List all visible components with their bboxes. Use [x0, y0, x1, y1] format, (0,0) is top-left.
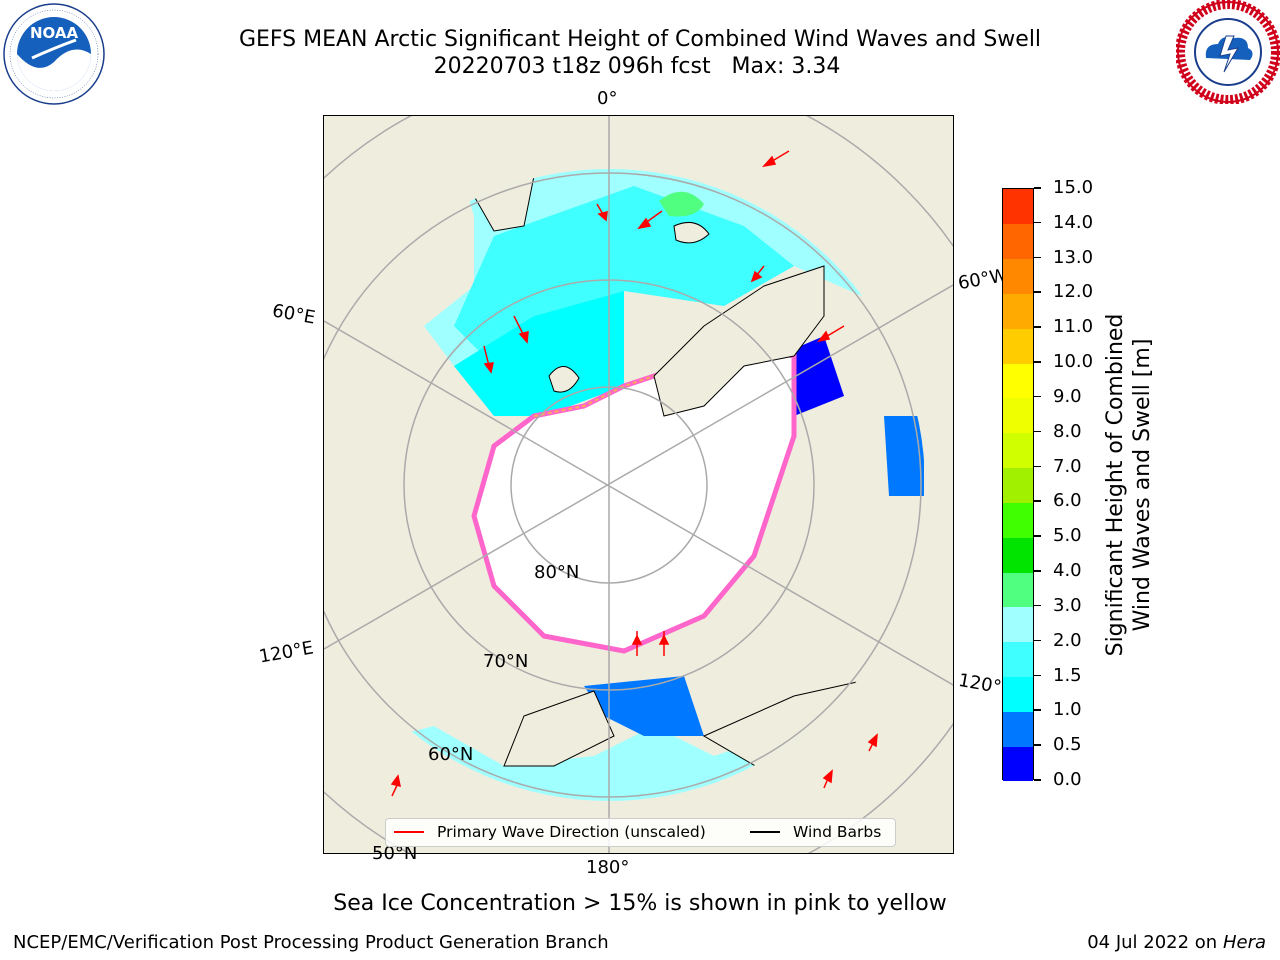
- polar-map: [323, 115, 954, 854]
- label-lon-60e: 60°E: [270, 300, 317, 329]
- colorbar-tick-mark: [1034, 465, 1041, 468]
- colorbar-segment: [1003, 641, 1033, 678]
- colorbar: [1002, 188, 1034, 782]
- colorbar-segment: [1003, 711, 1033, 747]
- colorbar-tick-mark: [1034, 674, 1041, 677]
- colorbar-tick-label: 8.0: [1053, 420, 1082, 442]
- map-legend: Primary Wave Direction (unscaled) Wind B…: [385, 818, 896, 847]
- colorbar-tick-label: 12.0: [1053, 281, 1094, 303]
- colorbar-tick-mark: [1034, 535, 1041, 537]
- colorbar-tick-mark: [1034, 709, 1041, 711]
- land-greenland: [653, 265, 825, 417]
- footer-date: 04 Jul 2022 on Hera: [1087, 932, 1266, 954]
- colorbar-tick-label: 0.5: [1053, 734, 1082, 756]
- nws-logo: [1175, 0, 1280, 105]
- noaa-logo: NOAA: [2, 2, 106, 106]
- label-lat-70: 70°N: [483, 651, 529, 672]
- legend-primary-wave-label: Primary Wave Direction (unscaled): [437, 823, 706, 841]
- colorbar-segment: [1003, 676, 1033, 712]
- colorbar-tick-mark: [1034, 570, 1041, 572]
- colorbar-tick-mark: [1034, 326, 1041, 328]
- colorbar-tick-mark: [1034, 604, 1041, 607]
- colorbar-tick-label: 2.0: [1053, 629, 1082, 651]
- wave-region-barents: [454, 291, 624, 416]
- chart-title: GEFS MEAN Arctic Significant Height of C…: [238, 27, 1042, 52]
- colorbar-tick-label: 7.0: [1053, 455, 1082, 477]
- colorbar-segment: [1003, 223, 1033, 260]
- wave-region-bering: [584, 676, 704, 736]
- footer-date-text: 04 Jul 2022 on: [1087, 932, 1223, 953]
- label-lat-60: 60°N: [428, 744, 474, 765]
- colorbar-tick-mark: [1034, 395, 1041, 398]
- colorbar-segment: [1003, 537, 1033, 573]
- colorbar-tick-label: 14.0: [1053, 211, 1094, 233]
- graticule: [324, 116, 953, 853]
- colorbar-segment: [1003, 502, 1033, 538]
- colorbar-tick-label: 15.0: [1053, 177, 1094, 198]
- colorbar-tick-label: 4.0: [1053, 560, 1082, 582]
- label-lat-80: 80°N: [534, 562, 580, 583]
- legend-wind-barbs-swatch: [750, 831, 780, 833]
- footer-machine: Hera: [1222, 932, 1266, 953]
- colorbar-tick-label: 1.0: [1053, 699, 1082, 721]
- polar-map-canvas: [324, 116, 953, 853]
- colorbar-segment: [1003, 189, 1033, 225]
- colorbar-tick-label: 9.0: [1053, 385, 1082, 407]
- colorbar-tick-mark: [1034, 500, 1041, 502]
- colorbar-tick-label: 5.0: [1053, 525, 1082, 547]
- colorbar-segment: [1003, 258, 1033, 294]
- colorbar-tick-label: 13.0: [1053, 246, 1094, 268]
- land-svalbard: [548, 366, 580, 393]
- colorbar-segment: [1003, 746, 1033, 782]
- wave-region-norwegian: [454, 186, 794, 356]
- colorbar-tick-label: 10.0: [1053, 351, 1094, 373]
- legend-wind-barbs-label: Wind Barbs: [793, 823, 882, 841]
- colorbar-tick-mark: [1034, 361, 1041, 363]
- colorbar-tick-mark: [1034, 187, 1041, 189]
- colorbar-label-line2: Wind Waves and Swell [m]: [1130, 338, 1155, 632]
- wave-region-green-patch: [659, 191, 704, 217]
- colorbar-tick-label: 6.0: [1053, 490, 1082, 512]
- land-chukotka: [503, 690, 615, 767]
- colorbar-segment: [1003, 363, 1033, 399]
- colorbar-tick-mark: [1034, 221, 1041, 224]
- colorbar-tick-mark: [1034, 430, 1041, 433]
- colorbar-tick-mark: [1034, 256, 1041, 259]
- label-lon-180: 180°: [586, 857, 630, 878]
- colorbar-segment: [1003, 328, 1033, 364]
- colorbar-segment: [1003, 293, 1033, 329]
- wave-region-baffin: [754, 336, 844, 416]
- sea-ice-pack: [471, 343, 797, 654]
- chart-subtitle: 20220703 t18z 096h fcst Max: 3.34: [433, 54, 841, 79]
- label-lon-0: 0°: [597, 88, 618, 109]
- land-iceland: [673, 221, 710, 244]
- label-lon-120e: 120°E: [257, 637, 316, 668]
- colorbar-tick-mark: [1034, 291, 1041, 293]
- wave-region-hudson: [884, 416, 924, 496]
- label-lat-50: 50°N: [372, 843, 418, 864]
- colorbar-tick-mark: [1034, 639, 1041, 642]
- colorbar-segment: [1003, 397, 1033, 434]
- wave-direction-arrows: [390, 150, 878, 797]
- colorbar-tick-mark: [1034, 779, 1041, 781]
- colorbar-tick-label: 11.0: [1053, 316, 1094, 338]
- colorbar-label-line1: Significant Height of Combined: [1103, 313, 1128, 657]
- colorbar-segment: [1003, 606, 1033, 643]
- colorbar-tick-mark: [1034, 744, 1041, 746]
- colorbar-segment: [1003, 432, 1033, 469]
- colorbar-segment: [1003, 467, 1033, 503]
- colorbar-tick-label: 1.5: [1053, 664, 1082, 686]
- colorbar-tick-label: 0.0: [1053, 769, 1082, 790]
- colorbar-segment: [1003, 572, 1033, 608]
- legend-primary-wave-swatch: [394, 831, 424, 833]
- sea-ice-note: Sea Ice Concentration > 15% is shown in …: [333, 891, 947, 916]
- colorbar-tick-label: 3.0: [1053, 594, 1082, 616]
- footer-credit: NCEP/EMC/Verification Post Processing Pr…: [13, 932, 609, 953]
- noaa-logo-text: NOAA: [30, 24, 79, 42]
